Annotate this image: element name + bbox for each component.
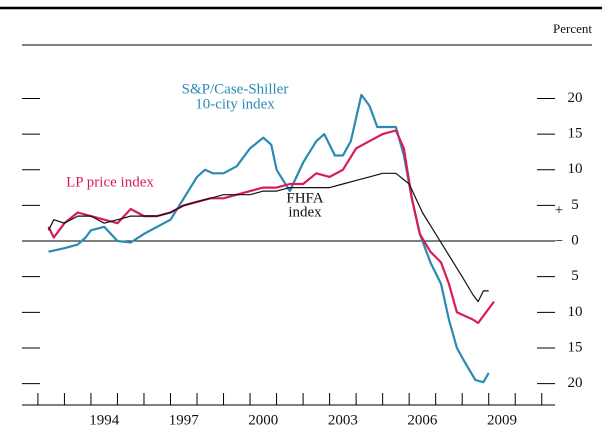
x-tick-label: 2000: [248, 412, 278, 428]
unit-label: Percent: [553, 21, 592, 36]
x-tick-label: 2006: [407, 412, 438, 428]
annotation: 10-city index: [195, 96, 275, 112]
x-tick-label: 2003: [328, 412, 358, 428]
series-line: [47, 172, 489, 303]
x-tick-label: 1994: [89, 412, 120, 428]
y-tick-label: 15: [568, 126, 583, 142]
sign-minus: −: [555, 233, 563, 249]
annotation: S&P/Case-Shiller: [182, 81, 289, 97]
x-tick-label: 2009: [487, 412, 517, 428]
sign-plus: +: [555, 202, 563, 218]
series-line: [47, 129, 495, 325]
x-tick-label: 1997: [169, 412, 200, 428]
y-tick-label: 5: [571, 268, 579, 284]
y-tick-label: 0: [571, 232, 579, 248]
series-line: [48, 93, 490, 384]
annotation: FHFA: [286, 190, 323, 206]
annotation: index: [288, 204, 322, 220]
y-tick-label: 20: [568, 375, 583, 391]
y-tick-label: 10: [568, 304, 583, 320]
y-tick-label: 15: [568, 339, 583, 355]
y-tick-label: 10: [568, 161, 583, 177]
annotation: LP price index: [66, 174, 154, 190]
y-tick-label: 20: [568, 90, 583, 106]
y-tick-label: 5: [571, 197, 579, 213]
